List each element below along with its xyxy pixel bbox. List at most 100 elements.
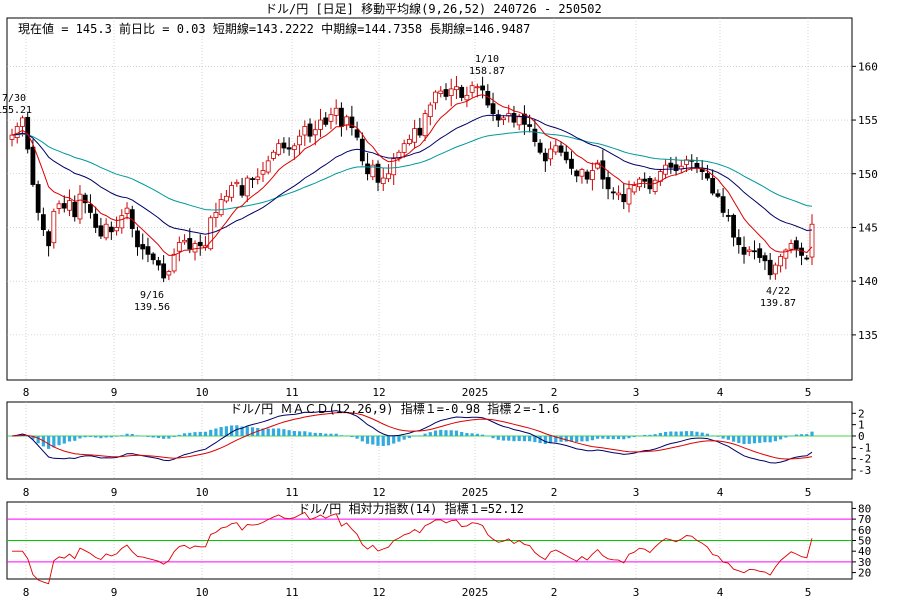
candle <box>218 199 224 216</box>
candle <box>56 203 62 209</box>
macd-hist-bar <box>261 428 265 436</box>
candle <box>558 145 564 153</box>
rsi-ytick-label: 50 <box>858 535 871 548</box>
macd-hist-bar <box>156 435 161 438</box>
macd-ytick-label: 0 <box>858 430 865 443</box>
month-label: 10 <box>195 486 208 499</box>
macd-hist-bar <box>297 431 302 436</box>
candle <box>715 193 721 197</box>
month-label: 9 <box>111 486 118 499</box>
price-panel-frame <box>6 17 853 381</box>
month-label: 3 <box>633 586 640 599</box>
month-label: 12 <box>372 386 385 399</box>
candle <box>9 134 15 140</box>
candle <box>77 193 83 220</box>
candle <box>495 114 501 121</box>
candle <box>757 248 763 258</box>
macd-hist-bar <box>423 433 427 436</box>
candle <box>93 213 99 228</box>
macd-hist-bar <box>235 425 239 436</box>
candle <box>783 249 789 259</box>
candle <box>490 103 496 115</box>
ytick-label-140: 140 <box>858 275 878 288</box>
month-label: 2025 <box>462 486 489 499</box>
candle <box>668 162 674 168</box>
candle <box>386 173 391 180</box>
candle <box>767 259 773 276</box>
candle <box>61 203 67 209</box>
candle <box>417 127 423 136</box>
macd-hist-bar <box>292 431 296 436</box>
annotation-value: 139.87 <box>760 298 796 309</box>
macd-hist-bar <box>88 435 93 437</box>
macd-hist-bar <box>596 435 600 439</box>
macd-hist-bar <box>758 435 762 443</box>
candle <box>804 257 810 260</box>
candle <box>244 177 250 197</box>
macd-hist-bar <box>637 435 642 437</box>
candle <box>412 128 418 143</box>
macd-panel: 210-1-2-3 ドル/円 ＭＡＣＤ(12,26,9) 指標１=-0.98 指… <box>6 401 871 480</box>
macd-line <box>11 410 813 464</box>
macd-hist-bar <box>277 428 281 436</box>
candle <box>427 104 433 118</box>
month-label: 4 <box>717 486 724 499</box>
macd-hist-bar <box>219 427 223 436</box>
candle <box>380 177 386 185</box>
macd-hist-bar <box>120 435 124 436</box>
candle <box>793 240 799 250</box>
month-label: 2 <box>551 486 558 499</box>
macd-hist-bar <box>512 435 516 442</box>
candle <box>454 86 459 91</box>
candle <box>276 143 282 155</box>
macd-hist-bar <box>465 432 469 436</box>
macd-hist-bar <box>209 429 213 436</box>
macd-hist-bar <box>104 435 108 438</box>
macd-hist-bar <box>679 431 683 436</box>
rsi-ytick-label: 30 <box>858 556 871 569</box>
rsi-ytick-label: 60 <box>858 524 871 537</box>
candle <box>213 212 219 218</box>
x-axis-rsi: 8 9 10 11 12 2025 2 3 4 5 <box>23 586 812 599</box>
candle <box>589 170 595 180</box>
macd-hist-bar <box>308 432 312 436</box>
macd-hist-bar <box>83 435 87 438</box>
macd-hist-bar <box>475 433 479 436</box>
macd-hist-bar <box>109 435 113 438</box>
candle <box>234 181 240 185</box>
macd-hist-bar <box>444 430 448 436</box>
candle <box>637 178 642 188</box>
annotation-date: 7/30 <box>2 93 26 104</box>
macd-hist-bar <box>214 428 218 436</box>
macd-hist-bar <box>690 431 694 436</box>
candle <box>762 255 768 262</box>
macd-hist-bar <box>313 432 317 436</box>
candle <box>271 151 276 159</box>
macd-hist-bar <box>130 434 134 436</box>
month-label: 4 <box>717 386 724 399</box>
candle <box>166 271 172 276</box>
candle <box>72 201 78 218</box>
month-label: 3 <box>633 486 640 499</box>
price-stats: 現在値 = 145.3 前日比 = 0.03 短期線=143.2222 中期線=… <box>18 21 530 36</box>
candle <box>631 185 637 193</box>
macd-hist-bar <box>162 435 166 439</box>
macd-hist-bar <box>622 435 626 440</box>
annotation-value: 158.87 <box>469 66 505 77</box>
macd-hist-bar <box>240 426 244 436</box>
macd-hist-bar <box>350 435 354 438</box>
macd-hist-bar <box>57 435 61 446</box>
macd-hist-bar <box>721 435 725 439</box>
candle <box>171 253 177 272</box>
candle <box>736 237 742 246</box>
candle <box>391 158 397 176</box>
macd-hist-bar <box>433 430 438 436</box>
candle <box>731 214 736 238</box>
candle <box>616 192 621 196</box>
month-label: 3 <box>633 386 640 399</box>
candle <box>772 264 778 275</box>
macd-hist-bar <box>392 435 396 444</box>
